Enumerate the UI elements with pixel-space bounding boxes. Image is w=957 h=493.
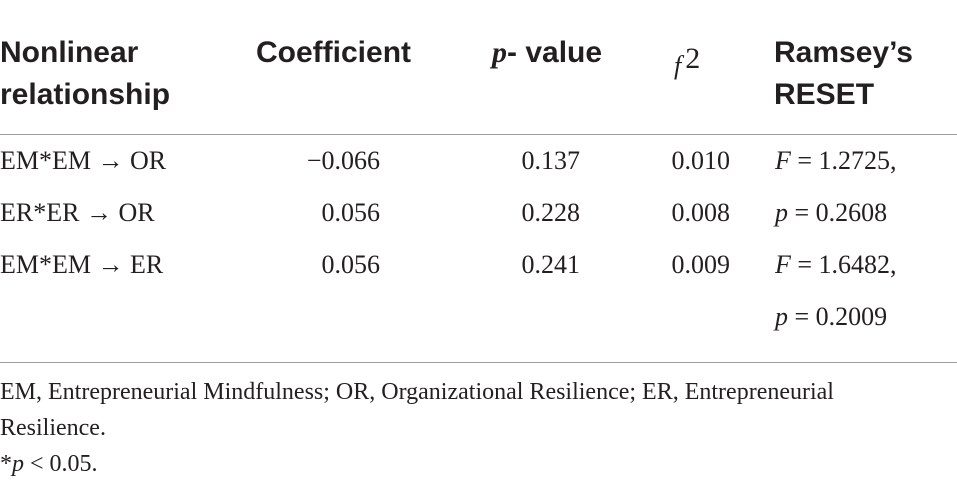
- row3-p-value: 0.241: [521, 250, 581, 279]
- footnote-abbrev-line1: EM, Entrepreneurial Mindfulness; OR, Org…: [0, 379, 834, 405]
- header-ramsey-reset: Ramsey’s RESET: [774, 32, 913, 116]
- header-nonlinear-line1: Nonlinear: [0, 36, 139, 69]
- header-p-italic: p: [492, 36, 507, 69]
- row3-coefficient: 0.056: [321, 250, 381, 279]
- row2-reset: p = 0.2608: [775, 198, 887, 228]
- row3-reset: F = 1.6482,: [775, 250, 897, 280]
- row2-reset-var: p: [775, 198, 788, 227]
- header-p-rest: - value: [507, 36, 603, 69]
- row2-f2: 0.008: [671, 198, 731, 227]
- footnote-abbrev-line2: Resilience.: [0, 415, 106, 441]
- row3-reset-var: F: [775, 250, 791, 279]
- row1-coefficient: −0.066: [306, 146, 380, 175]
- footnote-significance: *p < 0.05.: [0, 448, 98, 480]
- row1-reset: F = 1.2725,: [775, 146, 897, 176]
- row2-p-value: 0.228: [521, 198, 581, 227]
- row1-reset-var: F: [775, 146, 791, 175]
- footnote-threshold: < 0.05.: [24, 451, 98, 477]
- row1-p-value: 0.137: [521, 146, 581, 175]
- footnote-p: p: [12, 451, 24, 477]
- header-coefficient: Coefficient: [256, 36, 412, 69]
- row3-reset-val: = 1.6482,: [790, 250, 897, 279]
- header-nonlinear-relationship: Nonlinear relationship: [0, 32, 170, 116]
- row2-relationship: ER*ER → OR: [0, 198, 155, 227]
- header-f-sup: 2: [685, 42, 701, 75]
- row2-coefficient: 0.056: [321, 198, 381, 227]
- header-nonlinear-line2: relationship: [0, 78, 171, 111]
- row2-reset-val: = 0.2608: [788, 198, 888, 227]
- header-ramsey-line1: Ramsey’s: [774, 36, 913, 69]
- header-p-value: p- value: [492, 32, 602, 74]
- row3-reset-extra-var: p: [775, 302, 788, 331]
- row1-relationship: EM*EM → OR: [0, 146, 167, 175]
- row3-f2: 0.009: [671, 250, 731, 279]
- footer-rule: [0, 362, 957, 363]
- footnote-star: *: [0, 451, 12, 477]
- row3-relationship: EM*EM → ER: [0, 250, 164, 279]
- header-f-base: f: [674, 51, 682, 80]
- header-ramsey-line2: RESET: [774, 78, 875, 111]
- row3-reset-extra-val: = 0.2009: [788, 302, 888, 331]
- row1-f2: 0.010: [671, 146, 731, 175]
- row3-reset-extra: p = 0.2009: [775, 302, 887, 332]
- header-rule: [0, 134, 957, 135]
- row1-reset-val: = 1.2725,: [790, 146, 897, 175]
